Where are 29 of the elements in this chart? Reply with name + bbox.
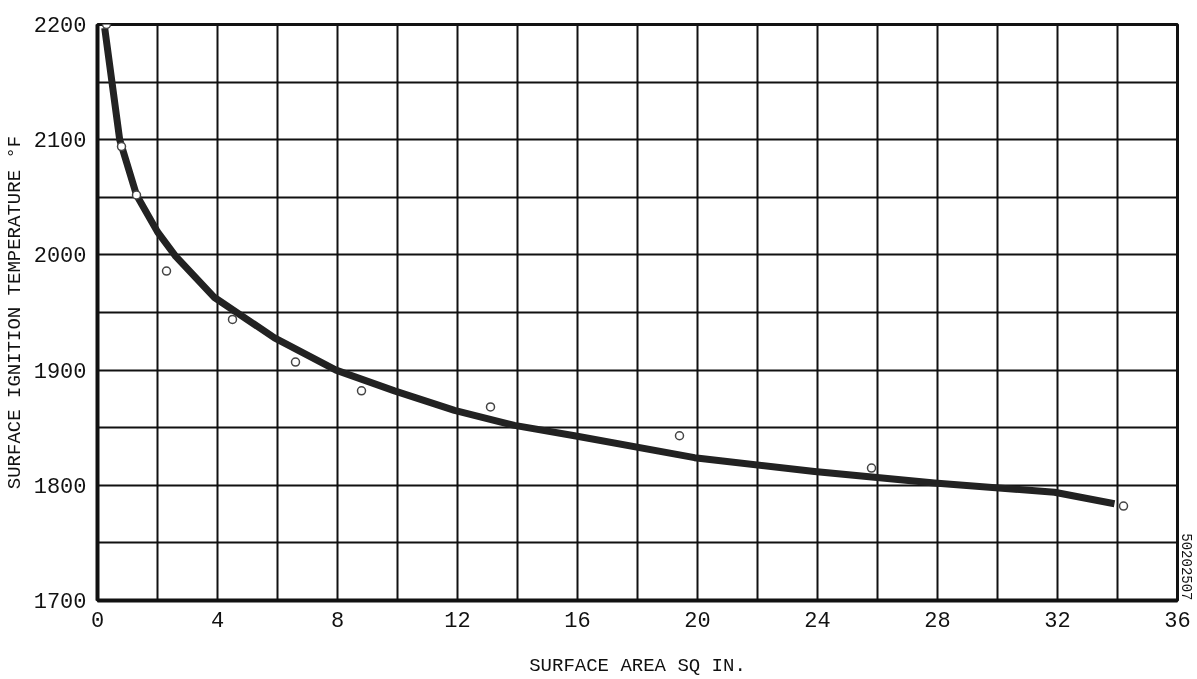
point [866, 463, 877, 473]
x-tick-label: 24 [804, 608, 831, 634]
x-tick-label: 8 [330, 608, 345, 634]
x-axis-title: SURFACE AREA SQ IN. [529, 654, 746, 677]
point [485, 402, 496, 412]
point [1118, 501, 1129, 511]
point [227, 314, 238, 325]
y-tick-label: 2200 [33, 14, 87, 39]
x-tick-label: 28 [924, 608, 951, 634]
point [161, 266, 172, 276]
point [356, 386, 367, 396]
x-tick-label: 32 [1044, 608, 1071, 634]
x-tick-label: 20 [684, 608, 711, 634]
point [116, 141, 127, 152]
annotation: 50202507 [1177, 533, 1194, 601]
x-tick-label: 36 [1164, 608, 1191, 634]
y-tick-label: 1700 [33, 590, 87, 615]
y-tick-label: 2000 [33, 244, 87, 270]
x-tick-label: 4 [210, 608, 225, 634]
point [674, 431, 685, 441]
y-tick-label: 1900 [33, 359, 87, 385]
x-tick-label: 12 [444, 608, 471, 634]
y-tick-label: 1800 [33, 474, 87, 500]
x-tick-label: 0 [90, 608, 105, 634]
point [290, 357, 301, 367]
point [131, 190, 142, 200]
y-tick-label: 2100 [33, 129, 87, 155]
x-tick-label: 16 [564, 608, 591, 634]
y-axis-title: SURFACE IGNITION TEMPERATURE °F [3, 135, 26, 490]
